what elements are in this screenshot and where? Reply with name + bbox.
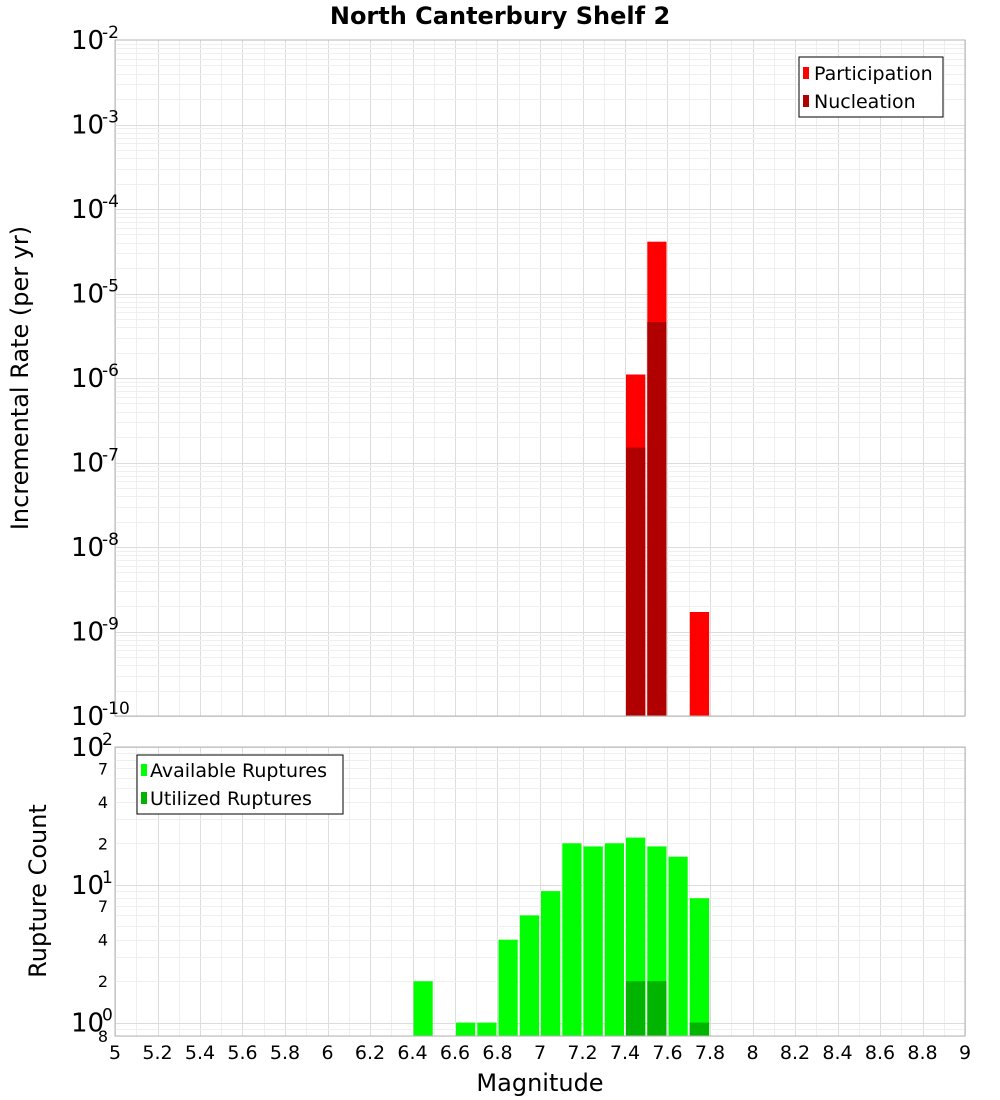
- bottom-bar-available-ruptures: [477, 1023, 496, 1036]
- top-y-tick-exponent: -8: [102, 530, 119, 550]
- top-bar-participation: [690, 612, 709, 716]
- legend-participation-swatch: [803, 67, 809, 79]
- top-y-tick-base: 10: [71, 364, 104, 394]
- bottom-y-tick-minor: 2: [98, 834, 108, 853]
- top-legend: Participation Nucleation: [799, 57, 943, 117]
- x-tick-label: 9: [959, 1042, 971, 1064]
- top-y-tick-exponent: -10: [102, 699, 130, 719]
- x-tick-label: 7.4: [610, 1042, 640, 1064]
- bottom-bar-available-ruptures: [520, 915, 539, 1036]
- bottom-y-tick-minor: 2: [98, 972, 108, 991]
- bottom-bar-utilized-ruptures: [690, 1023, 709, 1036]
- x-tick-label: 5.6: [227, 1042, 257, 1064]
- bottom-bar-available-ruptures: [690, 898, 709, 1036]
- bottom-y-axis-label: Rupture Count: [24, 804, 52, 978]
- top-y-tick-base: 10: [71, 280, 104, 310]
- x-tick-label: 5.2: [142, 1042, 172, 1064]
- top-y-axis-label: Incremental Rate (per yr): [6, 226, 34, 530]
- legend-participation-label: Participation: [814, 63, 933, 85]
- x-tick-label: 7.6: [652, 1042, 682, 1064]
- legend-utilized-label: Utilized Ruptures: [150, 788, 312, 810]
- top-bar-nucleation: [626, 448, 645, 716]
- top-y-tick-exponent: -9: [102, 615, 119, 635]
- legend-available-swatch: [141, 764, 147, 776]
- top-y-tick-base: 10: [71, 26, 104, 56]
- legend-utilized-swatch: [141, 792, 147, 804]
- bottom-bar-utilized-ruptures: [626, 981, 645, 1036]
- bottom-y-tick-minor: 4: [98, 931, 108, 950]
- bottom-y-tick-minor: 7: [98, 759, 108, 778]
- x-tick-label: 7: [534, 1042, 546, 1064]
- top-y-tick-base: 10: [71, 195, 104, 225]
- top-y-tick-base: 10: [71, 702, 104, 732]
- x-tick-label: 5.4: [185, 1042, 215, 1064]
- x-tick-label: 5.8: [270, 1042, 300, 1064]
- top-y-tick-exponent: -2: [102, 23, 119, 43]
- x-tick-label: 6.4: [397, 1042, 427, 1064]
- bottom-y-tick-exponent: 1: [102, 868, 113, 888]
- top-y-tick-exponent: -7: [102, 446, 119, 466]
- x-tick-label: 8.2: [780, 1042, 810, 1064]
- chart-title: North Canterbury Shelf 2: [330, 2, 670, 30]
- legend-nucleation-label: Nucleation: [814, 91, 916, 113]
- bottom-y-tick-minor: 7: [98, 897, 108, 916]
- x-tick-label: 8.8: [907, 1042, 937, 1064]
- bottom-bar-available-ruptures: [669, 857, 688, 1036]
- top-y-tick-base: 10: [71, 111, 104, 141]
- top-bar-nucleation: [647, 322, 666, 716]
- top-y-tick-exponent: -6: [102, 361, 119, 381]
- x-tick-label: 6: [321, 1042, 333, 1064]
- bottom-y-tick-exponent: 2: [102, 730, 113, 750]
- top-y-tick-base: 10: [71, 533, 104, 563]
- x-tick-label: 8.6: [865, 1042, 895, 1064]
- bottom-y-tick-minor: 4: [98, 793, 108, 812]
- top-y-tick-base: 10: [71, 449, 104, 479]
- top-y-tick-base: 10: [71, 618, 104, 648]
- x-tick-label: 8: [746, 1042, 758, 1064]
- x-tick-label: 5: [109, 1042, 121, 1064]
- top-y-tick-exponent: -4: [102, 192, 119, 212]
- bottom-legend: Available Ruptures Utilized Ruptures: [137, 755, 343, 814]
- bottom-y-tick-exponent: 0: [102, 1006, 113, 1026]
- x-tick-label: 7.2: [567, 1042, 597, 1064]
- legend-available-label: Available Ruptures: [150, 760, 327, 782]
- chart-canvas: North Canterbury Shelf 2 10-1010-910-810…: [0, 0, 1000, 1100]
- bottom-bar-available-ruptures: [456, 1023, 475, 1036]
- x-tick-label: 6.6: [440, 1042, 470, 1064]
- x-tick-label: 7.8: [695, 1042, 725, 1064]
- top-y-tick-exponent: -5: [102, 277, 119, 297]
- bottom-y-tick-minor: 8: [98, 1027, 108, 1046]
- x-tick-label: 8.4: [822, 1042, 852, 1064]
- x-tick-label: 6.2: [355, 1042, 385, 1064]
- bottom-bar-available-ruptures: [499, 940, 518, 1036]
- bottom-bar-utilized-ruptures: [647, 981, 666, 1036]
- x-tick-label: 6.8: [482, 1042, 512, 1064]
- top-y-tick-exponent: -3: [102, 108, 119, 128]
- bottom-bar-available-ruptures: [414, 981, 433, 1036]
- bottom-bar-available-ruptures: [584, 846, 603, 1036]
- bottom-bar-available-ruptures: [541, 891, 560, 1036]
- bottom-bar-available-ruptures: [562, 843, 581, 1036]
- bottom-bar-available-ruptures: [605, 843, 624, 1036]
- x-axis-label: Magnitude: [476, 1069, 603, 1097]
- x-ticks: 5 5.2 5.4 5.6 5.8 6 6.2 6.4 6.6 6.8 7 7.2 7.4 7.6 7.8 8…: [109, 1042, 971, 1064]
- legend-nucleation-swatch: [803, 95, 809, 107]
